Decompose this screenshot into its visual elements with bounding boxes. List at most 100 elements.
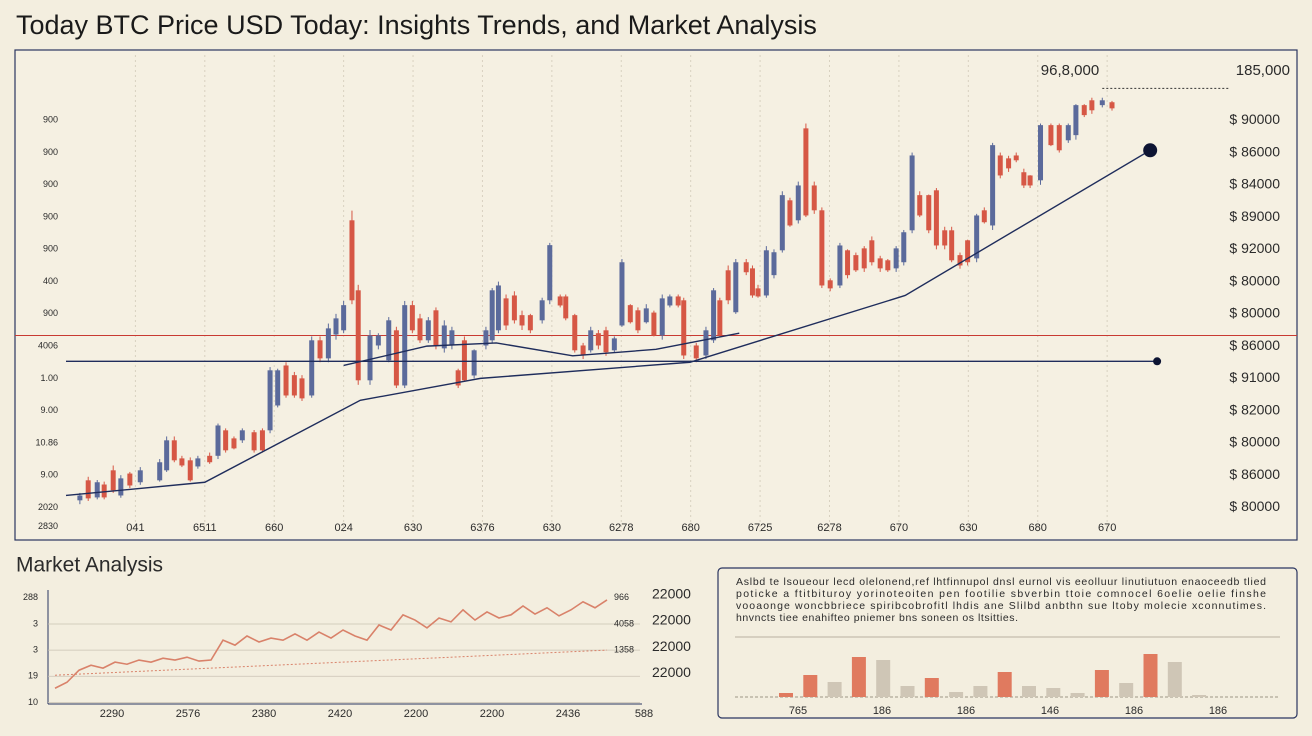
y2-tick-label: $ 80000 bbox=[1229, 498, 1280, 514]
candle-body bbox=[659, 298, 665, 336]
bar bbox=[779, 693, 793, 697]
y-tick-label: 9.00 bbox=[40, 470, 58, 480]
candle-body bbox=[223, 430, 229, 451]
candle-body bbox=[681, 300, 687, 356]
candle-body bbox=[803, 128, 809, 216]
y2-tick-label: $ 86000 bbox=[1229, 466, 1280, 482]
candle-body bbox=[1109, 102, 1115, 109]
candle-body bbox=[771, 252, 777, 276]
y2-tick-label: $ 89000 bbox=[1229, 208, 1280, 224]
y-tick-label: 4006 bbox=[38, 340, 58, 350]
candle-body bbox=[1073, 105, 1079, 136]
bar bbox=[997, 672, 1012, 697]
x-tick-label: 765 bbox=[789, 705, 807, 717]
y-tick-label: 2020 bbox=[38, 502, 58, 512]
candle-body bbox=[239, 430, 245, 441]
candle-body bbox=[1065, 125, 1071, 141]
candle-body bbox=[711, 290, 717, 341]
candle-body bbox=[455, 370, 461, 386]
candle-body bbox=[901, 232, 907, 263]
candle-body bbox=[355, 290, 361, 381]
y-tick-label: 10.86 bbox=[35, 437, 58, 447]
candle-body bbox=[974, 215, 980, 259]
section-title: Market Analysis bbox=[16, 554, 163, 577]
candle-body bbox=[291, 375, 297, 396]
candle-body bbox=[425, 320, 431, 341]
candle-body bbox=[819, 210, 825, 286]
bar bbox=[1119, 683, 1134, 697]
candle-body bbox=[118, 478, 124, 496]
candle-body bbox=[1006, 158, 1012, 169]
x-tick-label: 630 bbox=[404, 522, 422, 534]
candle-body bbox=[572, 315, 578, 351]
page-title: Today BTC Price USD Today: Insights Tren… bbox=[16, 10, 817, 40]
reference-line bbox=[54, 649, 608, 676]
candle-body bbox=[949, 230, 955, 261]
candle-body bbox=[635, 310, 641, 331]
y-tick-label: 900 bbox=[43, 308, 58, 318]
bar bbox=[1167, 662, 1182, 697]
y2-tick-label: 22000 bbox=[652, 638, 691, 654]
x-tick-label: 6376 bbox=[470, 522, 494, 534]
bar bbox=[924, 678, 939, 697]
candle-body bbox=[643, 308, 649, 323]
x-tick-label: 588 bbox=[635, 708, 653, 720]
candle-body bbox=[1056, 125, 1062, 151]
x-tick-label: 2576 bbox=[176, 708, 200, 720]
y-tick-label: 900 bbox=[43, 211, 58, 221]
y2-tick-label: $ 90000 bbox=[1229, 111, 1280, 127]
candle-body bbox=[299, 378, 305, 399]
candle-body bbox=[627, 305, 633, 323]
candle-body bbox=[611, 338, 617, 351]
candle-body bbox=[743, 262, 749, 273]
candle-body bbox=[187, 460, 193, 481]
candle-body bbox=[171, 440, 177, 461]
x-tick-label: 186 bbox=[1125, 705, 1143, 717]
candle-body bbox=[547, 245, 553, 301]
candle-body bbox=[861, 248, 867, 269]
candle-body bbox=[409, 305, 415, 331]
candle-body bbox=[703, 330, 709, 356]
candle-body bbox=[367, 335, 373, 381]
candle-body bbox=[725, 270, 731, 301]
candle-body bbox=[402, 305, 408, 386]
y2-tick-label: 22000 bbox=[652, 612, 691, 628]
candle-body bbox=[386, 320, 392, 361]
candle-body bbox=[811, 185, 817, 211]
candle-body bbox=[588, 330, 594, 351]
candle-body bbox=[667, 296, 673, 306]
y-tick-label: 10 bbox=[28, 697, 38, 707]
candle-body bbox=[827, 280, 833, 289]
x-tick-label: 680 bbox=[1029, 522, 1047, 534]
bar bbox=[1022, 686, 1036, 697]
annotation: 185,000 bbox=[1236, 62, 1290, 79]
candle-body bbox=[837, 245, 843, 286]
bar bbox=[851, 657, 866, 697]
y-tick-label: 900 bbox=[43, 147, 58, 157]
candle-body bbox=[164, 440, 170, 471]
candle-body bbox=[433, 310, 439, 346]
bar bbox=[900, 686, 915, 697]
x-tick-label: 6511 bbox=[193, 522, 217, 534]
candle-body bbox=[675, 296, 681, 306]
y2-tick-label: $ 80000 bbox=[1229, 434, 1280, 450]
x-tick-label: 2290 bbox=[100, 708, 124, 720]
candle-body bbox=[733, 262, 739, 313]
candle-body bbox=[503, 298, 509, 326]
candle-body bbox=[749, 268, 755, 296]
y-tick-label: 19 bbox=[28, 671, 38, 681]
y-tick-label: 9.00 bbox=[40, 405, 58, 415]
candle-body bbox=[519, 315, 525, 326]
candle-body bbox=[845, 250, 851, 276]
candle-body bbox=[77, 495, 83, 501]
x-tick-label: 146 bbox=[1041, 705, 1059, 717]
candle-body bbox=[926, 195, 932, 231]
x-tick-label: 670 bbox=[1098, 522, 1116, 534]
x-tick-label: 024 bbox=[334, 522, 352, 534]
x-tick-label: 660 bbox=[265, 522, 283, 534]
y-tick-label: 900 bbox=[43, 244, 58, 254]
trend-line bbox=[343, 332, 740, 367]
y-tick-label: 400 bbox=[43, 276, 58, 286]
x-tick-label: 2200 bbox=[480, 708, 504, 720]
